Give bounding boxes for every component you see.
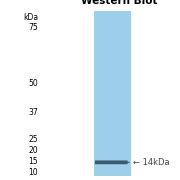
- Text: ← 14kDa: ← 14kDa: [133, 158, 169, 167]
- Text: Western Blot: Western Blot: [81, 0, 157, 6]
- FancyBboxPatch shape: [95, 160, 128, 164]
- Bar: [94, 11, 131, 176]
- Text: kDa: kDa: [23, 14, 38, 22]
